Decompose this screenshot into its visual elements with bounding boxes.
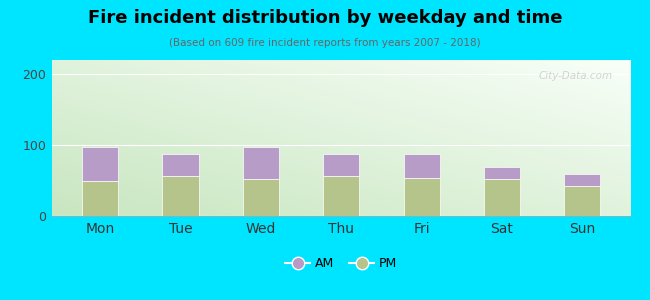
Bar: [323, 176, 359, 216]
Bar: [82, 181, 118, 216]
Text: City-Data.com: City-Data.com: [539, 71, 613, 81]
Bar: [82, 146, 118, 181]
Text: (Based on 609 fire incident reports from years 2007 - 2018): (Based on 609 fire incident reports from…: [169, 38, 481, 47]
Bar: [564, 174, 601, 186]
Bar: [243, 146, 279, 179]
Bar: [162, 176, 199, 216]
Bar: [162, 154, 199, 176]
Bar: [323, 154, 359, 176]
Bar: [243, 179, 279, 216]
Bar: [484, 167, 520, 179]
Bar: [564, 186, 601, 216]
Legend: AM, PM: AM, PM: [280, 252, 402, 275]
Bar: [484, 179, 520, 216]
Bar: [404, 154, 439, 178]
Text: Fire incident distribution by weekday and time: Fire incident distribution by weekday an…: [88, 9, 562, 27]
Bar: [404, 178, 439, 216]
